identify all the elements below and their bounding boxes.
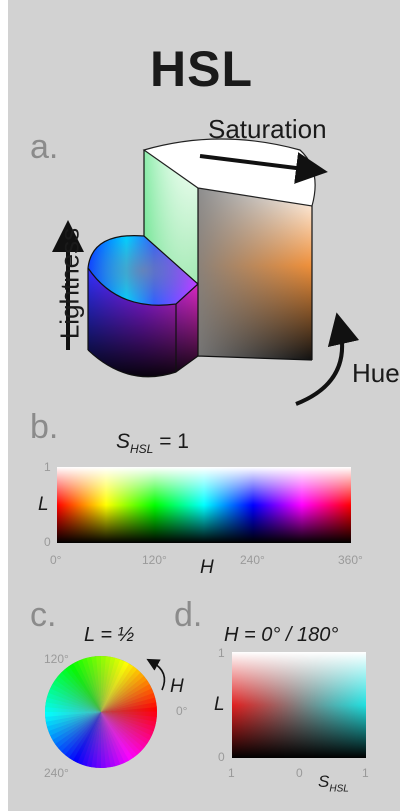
page-title: HSL: [150, 41, 253, 97]
saturation-arrow: [199, 152, 328, 184]
hue-arrow: [295, 312, 360, 406]
d-x-axis-label: SHSL: [318, 772, 349, 794]
b-equation-subscript: HSL: [130, 442, 154, 457]
c-angle-240: 240°: [44, 766, 69, 780]
d-x-tick-mid: 0: [296, 766, 303, 780]
b-x-tick-360: 360°: [338, 553, 363, 567]
b-equation-symbol: S: [116, 430, 131, 453]
b-x-tick-0: 0°: [50, 553, 62, 567]
c-hue-label: H: [170, 676, 184, 697]
section-label-c: c.: [30, 596, 57, 634]
hsl-cylinder: [52, 138, 360, 406]
hue-wheel-arrow: [146, 658, 166, 691]
d-x-axis-subscript: HSL: [329, 783, 349, 795]
d-x-tick-right: 1: [362, 766, 369, 780]
b-x-tick-240: 240°: [240, 553, 265, 567]
b-y-axis-label: L: [38, 494, 49, 515]
b-y-tick-0: 0: [44, 535, 51, 549]
lightness-label: Lightness: [54, 227, 85, 340]
d-equation: H = 0° / 180°: [224, 624, 339, 646]
hue-wheel: [45, 656, 166, 768]
section-label-d: d.: [174, 596, 203, 634]
d-x-axis-symbol: S: [318, 772, 330, 791]
d-y-axis-label: L: [214, 694, 225, 715]
hl-gradient-plot: [57, 467, 351, 543]
sl-gradient-plot: [232, 652, 366, 758]
cylinder-top-cap: [142, 138, 316, 207]
section-label-b: b.: [30, 408, 59, 446]
c-equation: L = ½: [84, 624, 135, 646]
d-y-tick-1: 1: [218, 646, 225, 660]
c-angle-0: 0°: [176, 704, 188, 718]
b-equation: SHSL = 1: [116, 430, 189, 456]
section-label-a: a.: [30, 128, 59, 166]
b-equation-rhs: = 1: [159, 430, 189, 453]
saturation-label: Saturation: [208, 114, 327, 144]
b-x-tick-120: 120°: [142, 553, 167, 567]
hue-label: Hue: [352, 358, 400, 388]
d-y-tick-0: 0: [218, 750, 225, 764]
d-x-tick-left: 1: [228, 766, 235, 780]
b-x-axis-label: H: [200, 557, 214, 578]
c-angle-120: 120°: [44, 652, 69, 666]
b-y-tick-1: 1: [44, 460, 51, 474]
